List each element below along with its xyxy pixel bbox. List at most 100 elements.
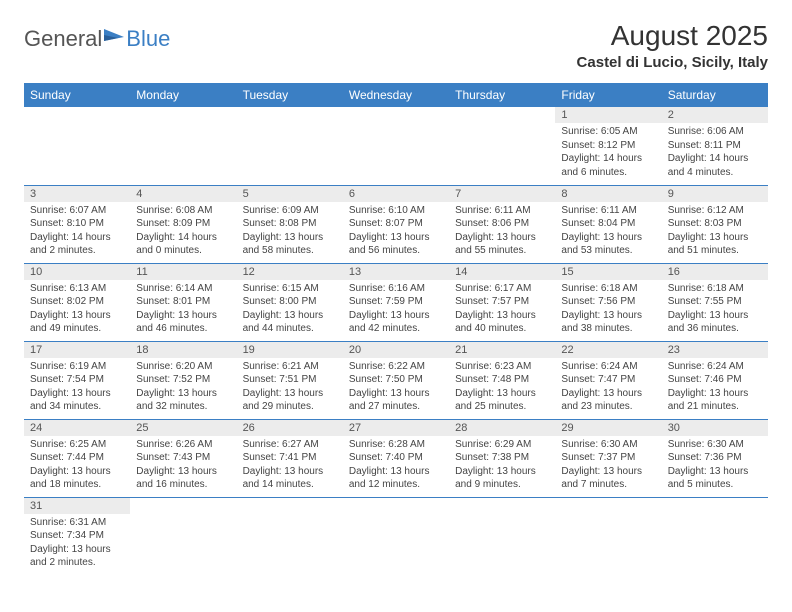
day-number: 6: [343, 186, 449, 202]
calendar-cell: 1Sunrise: 6:05 AMSunset: 8:12 PMDaylight…: [555, 107, 661, 185]
calendar-cell: 2Sunrise: 6:06 AMSunset: 8:11 PMDaylight…: [662, 107, 768, 185]
calendar-cell: 16Sunrise: 6:18 AMSunset: 7:55 PMDayligh…: [662, 263, 768, 341]
day-number: 13: [343, 264, 449, 280]
day-number: 4: [130, 186, 236, 202]
day-number: 31: [24, 498, 130, 514]
calendar-cell: 29Sunrise: 6:30 AMSunset: 7:37 PMDayligh…: [555, 419, 661, 497]
location: Castel di Lucio, Sicily, Italy: [577, 54, 768, 71]
day-number: 21: [449, 342, 555, 358]
day-number: 11: [130, 264, 236, 280]
day-content: Sunrise: 6:25 AMSunset: 7:44 PMDaylight:…: [24, 436, 130, 496]
calendar-cell: 26Sunrise: 6:27 AMSunset: 7:41 PMDayligh…: [237, 419, 343, 497]
month-title: August 2025: [577, 20, 768, 52]
day-number: 23: [662, 342, 768, 358]
day-content: Sunrise: 6:22 AMSunset: 7:50 PMDaylight:…: [343, 358, 449, 418]
calendar-cell: [24, 107, 130, 185]
day-content: Sunrise: 6:24 AMSunset: 7:46 PMDaylight:…: [662, 358, 768, 418]
day-content: Sunrise: 6:29 AMSunset: 7:38 PMDaylight:…: [449, 436, 555, 496]
calendar-cell: [130, 497, 236, 575]
day-content: Sunrise: 6:11 AMSunset: 8:06 PMDaylight:…: [449, 202, 555, 262]
logo-text-2: Blue: [126, 26, 170, 52]
day-content: Sunrise: 6:16 AMSunset: 7:59 PMDaylight:…: [343, 280, 449, 340]
day-content: Sunrise: 6:09 AMSunset: 8:08 PMDaylight:…: [237, 202, 343, 262]
day-number: 3: [24, 186, 130, 202]
calendar-cell: 15Sunrise: 6:18 AMSunset: 7:56 PMDayligh…: [555, 263, 661, 341]
calendar-cell: 3Sunrise: 6:07 AMSunset: 8:10 PMDaylight…: [24, 185, 130, 263]
day-number: 24: [24, 420, 130, 436]
day-number: 10: [24, 264, 130, 280]
day-content: Sunrise: 6:17 AMSunset: 7:57 PMDaylight:…: [449, 280, 555, 340]
day-number: 18: [130, 342, 236, 358]
calendar-cell: 11Sunrise: 6:14 AMSunset: 8:01 PMDayligh…: [130, 263, 236, 341]
header: General Blue August 2025 Castel di Lucio…: [24, 20, 768, 71]
day-content: Sunrise: 6:14 AMSunset: 8:01 PMDaylight:…: [130, 280, 236, 340]
day-content: Sunrise: 6:20 AMSunset: 7:52 PMDaylight:…: [130, 358, 236, 418]
day-number: 5: [237, 186, 343, 202]
day-number: 17: [24, 342, 130, 358]
day-content: Sunrise: 6:31 AMSunset: 7:34 PMDaylight:…: [24, 514, 130, 574]
dayname-1: Monday: [130, 83, 236, 107]
calendar-cell: 5Sunrise: 6:09 AMSunset: 8:08 PMDaylight…: [237, 185, 343, 263]
dayname-2: Tuesday: [237, 83, 343, 107]
calendar-cell: 20Sunrise: 6:22 AMSunset: 7:50 PMDayligh…: [343, 341, 449, 419]
calendar-cell: [237, 497, 343, 575]
day-content: Sunrise: 6:07 AMSunset: 8:10 PMDaylight:…: [24, 202, 130, 262]
calendar-cell: 31Sunrise: 6:31 AMSunset: 7:34 PMDayligh…: [24, 497, 130, 575]
day-number: 27: [343, 420, 449, 436]
day-content: Sunrise: 6:28 AMSunset: 7:40 PMDaylight:…: [343, 436, 449, 496]
calendar-cell: [449, 497, 555, 575]
day-content: Sunrise: 6:30 AMSunset: 7:37 PMDaylight:…: [555, 436, 661, 496]
calendar-cell: 21Sunrise: 6:23 AMSunset: 7:48 PMDayligh…: [449, 341, 555, 419]
day-content: Sunrise: 6:21 AMSunset: 7:51 PMDaylight:…: [237, 358, 343, 418]
day-content: Sunrise: 6:13 AMSunset: 8:02 PMDaylight:…: [24, 280, 130, 340]
day-content: Sunrise: 6:08 AMSunset: 8:09 PMDaylight:…: [130, 202, 236, 262]
day-number: 22: [555, 342, 661, 358]
calendar-cell: 28Sunrise: 6:29 AMSunset: 7:38 PMDayligh…: [449, 419, 555, 497]
calendar-cell: 24Sunrise: 6:25 AMSunset: 7:44 PMDayligh…: [24, 419, 130, 497]
calendar-cell: [555, 497, 661, 575]
calendar-cell: 6Sunrise: 6:10 AMSunset: 8:07 PMDaylight…: [343, 185, 449, 263]
day-number: 26: [237, 420, 343, 436]
calendar-cell: 22Sunrise: 6:24 AMSunset: 7:47 PMDayligh…: [555, 341, 661, 419]
day-content: Sunrise: 6:18 AMSunset: 7:55 PMDaylight:…: [662, 280, 768, 340]
calendar-cell: [237, 107, 343, 185]
dayname-0: Sunday: [24, 83, 130, 107]
calendar-cell: [343, 107, 449, 185]
calendar-cell: 12Sunrise: 6:15 AMSunset: 8:00 PMDayligh…: [237, 263, 343, 341]
calendar-cell: 10Sunrise: 6:13 AMSunset: 8:02 PMDayligh…: [24, 263, 130, 341]
calendar-cell: 8Sunrise: 6:11 AMSunset: 8:04 PMDaylight…: [555, 185, 661, 263]
dayname-6: Saturday: [662, 83, 768, 107]
day-number: 8: [555, 186, 661, 202]
day-content: Sunrise: 6:05 AMSunset: 8:12 PMDaylight:…: [555, 123, 661, 183]
calendar-cell: 23Sunrise: 6:24 AMSunset: 7:46 PMDayligh…: [662, 341, 768, 419]
logo-text-1: General: [24, 26, 102, 52]
dayname-4: Thursday: [449, 83, 555, 107]
dayname-3: Wednesday: [343, 83, 449, 107]
day-number: 16: [662, 264, 768, 280]
day-number: 25: [130, 420, 236, 436]
day-number: 29: [555, 420, 661, 436]
calendar-cell: [343, 497, 449, 575]
day-content: Sunrise: 6:06 AMSunset: 8:11 PMDaylight:…: [662, 123, 768, 183]
calendar-cell: [662, 497, 768, 575]
day-number: 7: [449, 186, 555, 202]
calendar-cell: 13Sunrise: 6:16 AMSunset: 7:59 PMDayligh…: [343, 263, 449, 341]
calendar-cell: 19Sunrise: 6:21 AMSunset: 7:51 PMDayligh…: [237, 341, 343, 419]
day-number: 28: [449, 420, 555, 436]
day-number: 1: [555, 107, 661, 123]
day-content: Sunrise: 6:30 AMSunset: 7:36 PMDaylight:…: [662, 436, 768, 496]
calendar-table: SundayMondayTuesdayWednesdayThursdayFrid…: [24, 83, 768, 575]
calendar-cell: 9Sunrise: 6:12 AMSunset: 8:03 PMDaylight…: [662, 185, 768, 263]
day-content: Sunrise: 6:19 AMSunset: 7:54 PMDaylight:…: [24, 358, 130, 418]
logo: General Blue: [24, 26, 170, 52]
day-number: 2: [662, 107, 768, 123]
calendar-cell: 30Sunrise: 6:30 AMSunset: 7:36 PMDayligh…: [662, 419, 768, 497]
day-number: 15: [555, 264, 661, 280]
calendar-cell: 17Sunrise: 6:19 AMSunset: 7:54 PMDayligh…: [24, 341, 130, 419]
calendar-cell: 7Sunrise: 6:11 AMSunset: 8:06 PMDaylight…: [449, 185, 555, 263]
calendar-cell: 27Sunrise: 6:28 AMSunset: 7:40 PMDayligh…: [343, 419, 449, 497]
day-content: Sunrise: 6:24 AMSunset: 7:47 PMDaylight:…: [555, 358, 661, 418]
day-content: Sunrise: 6:15 AMSunset: 8:00 PMDaylight:…: [237, 280, 343, 340]
calendar-cell: 25Sunrise: 6:26 AMSunset: 7:43 PMDayligh…: [130, 419, 236, 497]
day-content: Sunrise: 6:23 AMSunset: 7:48 PMDaylight:…: [449, 358, 555, 418]
